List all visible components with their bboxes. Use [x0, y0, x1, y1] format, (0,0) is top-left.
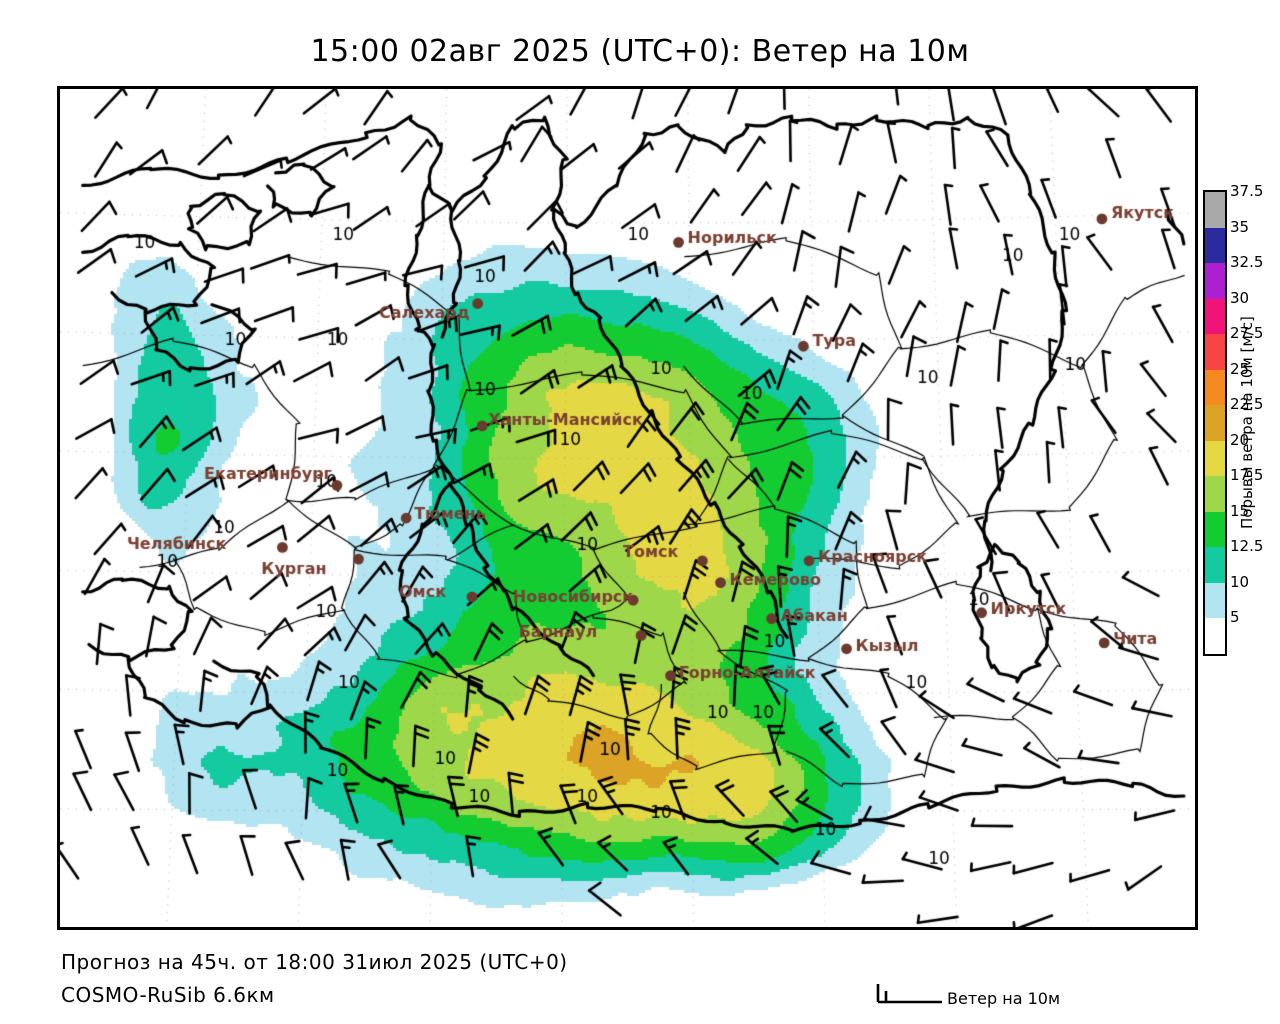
colorbar: 37.5 35 32.5 30 27.5 25 22.5 20 17.5 15 12.5 10 5	[1203, 184, 1263, 656]
colorbar-band	[1205, 263, 1225, 299]
colorbar-band	[1205, 618, 1225, 654]
colorbar-tick-label: 22.5	[1230, 395, 1264, 414]
colorbar-tick-label: 12.5	[1230, 537, 1264, 556]
colorbar-tick-label: 17.5	[1230, 466, 1264, 485]
colorbar-tick-label: 27.5	[1230, 324, 1264, 343]
page-title: 15:00 02авг 2025 (UTC+0): Ветер на 10м	[310, 34, 970, 69]
colorbar-tick-label: 35	[1230, 217, 1250, 236]
wind-barb-legend-label: Ветер на 10м	[947, 989, 1061, 1008]
colorbar-band	[1205, 227, 1225, 264]
colorbar-band	[1205, 440, 1225, 477]
colorbar-band	[1205, 582, 1225, 619]
colorbar-tick-label: 25	[1230, 359, 1250, 378]
colorbar-band	[1205, 547, 1225, 583]
colorbar-band	[1205, 192, 1225, 228]
colorbar-band	[1205, 298, 1225, 335]
model-info-line: COSMO-RuSib 6.6км	[61, 983, 275, 1007]
colorbar-band	[1205, 369, 1225, 406]
colorbar-band	[1205, 334, 1225, 370]
colorbar-tick-label: 20	[1230, 430, 1250, 449]
colorbar-axis-label: Порывы ветра на 10м [м/с]	[1238, 316, 1256, 530]
map-frame[interactable]	[57, 86, 1198, 930]
colorbar-gradient	[1203, 190, 1227, 656]
colorbar-band	[1205, 405, 1225, 441]
colorbar-tick-label: 5	[1230, 608, 1240, 627]
colorbar-tick-label: 37.5	[1230, 182, 1264, 200]
weather-map-canvas[interactable]	[60, 89, 1195, 927]
colorbar-band	[1205, 476, 1225, 512]
wind-barb-icon	[876, 984, 942, 1004]
colorbar-band	[1205, 511, 1225, 548]
colorbar-tick-label: 30	[1230, 288, 1250, 307]
colorbar-tick-label: 32.5	[1230, 253, 1264, 272]
colorbar-tick-label: 15	[1230, 501, 1250, 520]
colorbar-tick-label: 10	[1230, 572, 1250, 591]
forecast-info-line: Прогноз на 45ч. от 18:00 31июл 2025 (UTC…	[61, 950, 568, 974]
